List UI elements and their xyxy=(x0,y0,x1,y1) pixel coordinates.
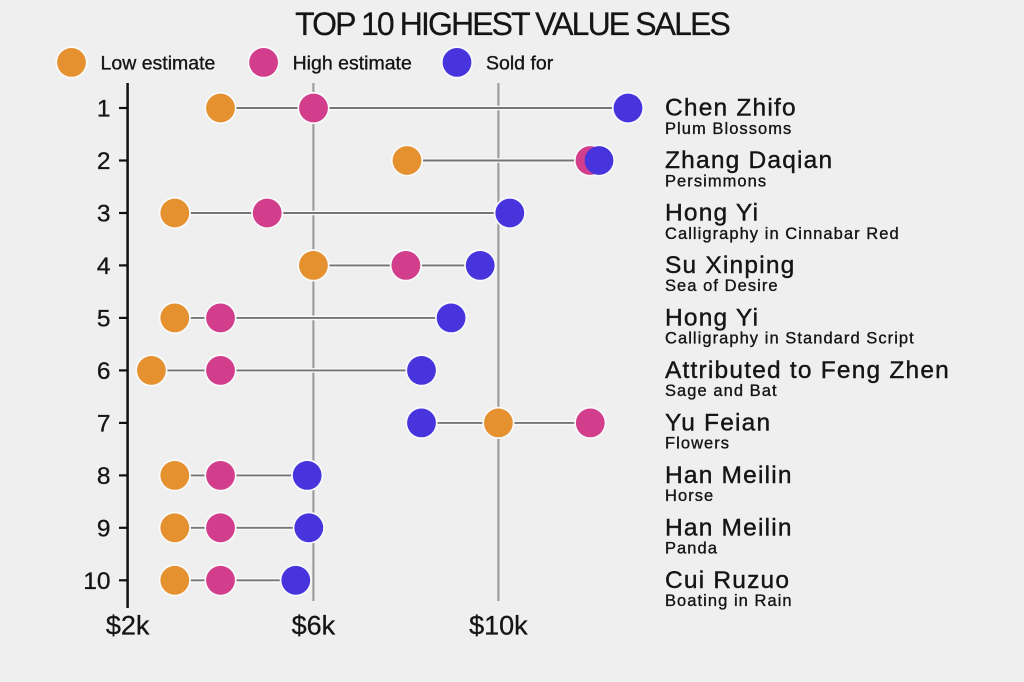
svg-text:Han Meilin: Han Meilin xyxy=(665,514,793,541)
svg-text:Low estimate: Low estimate xyxy=(101,52,216,74)
svg-text:7: 7 xyxy=(97,410,111,437)
svg-text:9: 9 xyxy=(97,515,111,542)
svg-text:Sage and Bat: Sage and Bat xyxy=(665,382,778,400)
svg-text:Persimmons: Persimmons xyxy=(665,172,767,190)
svg-text:6: 6 xyxy=(97,358,111,385)
svg-text:$10k: $10k xyxy=(469,611,528,641)
svg-text:Calligraphy in Standard Script: Calligraphy in Standard Script xyxy=(665,330,915,348)
svg-text:Hong Yi: Hong Yi xyxy=(665,200,759,227)
svg-text:High estimate: High estimate xyxy=(293,52,412,74)
svg-text:Sea of Desire: Sea of Desire xyxy=(665,277,779,295)
svg-text:Hong Yi: Hong Yi xyxy=(665,304,759,331)
svg-text:8: 8 xyxy=(97,463,111,490)
svg-text:Sold for: Sold for xyxy=(486,52,554,74)
svg-text:Yu Feian: Yu Feian xyxy=(665,409,771,436)
svg-text:Plum Blossoms: Plum Blossoms xyxy=(665,120,792,138)
svg-text:Boating in Rain: Boating in Rain xyxy=(665,592,793,610)
svg-text:10: 10 xyxy=(83,568,110,595)
svg-text:3: 3 xyxy=(97,201,111,228)
svg-text:Attributed to Feng Zhen: Attributed to Feng Zhen xyxy=(665,357,950,384)
svg-text:Han Meilin: Han Meilin xyxy=(665,462,793,489)
svg-text:4: 4 xyxy=(97,253,111,280)
svg-text:$6k: $6k xyxy=(292,611,336,641)
svg-text:Cui Ruzuo: Cui Ruzuo xyxy=(665,567,790,594)
svg-text:Flowers: Flowers xyxy=(665,435,730,453)
svg-text:1: 1 xyxy=(97,96,111,123)
svg-text:Panda: Panda xyxy=(665,540,718,558)
svg-text:Horse: Horse xyxy=(665,487,714,505)
svg-text:Su Xinping: Su Xinping xyxy=(665,252,796,279)
svg-text:Chen Zhifo: Chen Zhifo xyxy=(665,95,797,122)
svg-text:TOP 10 HIGHEST VALUE SALES: TOP 10 HIGHEST VALUE SALES xyxy=(295,6,729,42)
svg-text:$2k: $2k xyxy=(106,611,150,641)
svg-text:5: 5 xyxy=(97,305,111,332)
svg-text:2: 2 xyxy=(97,148,111,175)
svg-text:Zhang Daqian: Zhang Daqian xyxy=(665,147,833,174)
svg-text:Calligraphy in Cinnabar Red: Calligraphy in Cinnabar Red xyxy=(665,225,900,243)
